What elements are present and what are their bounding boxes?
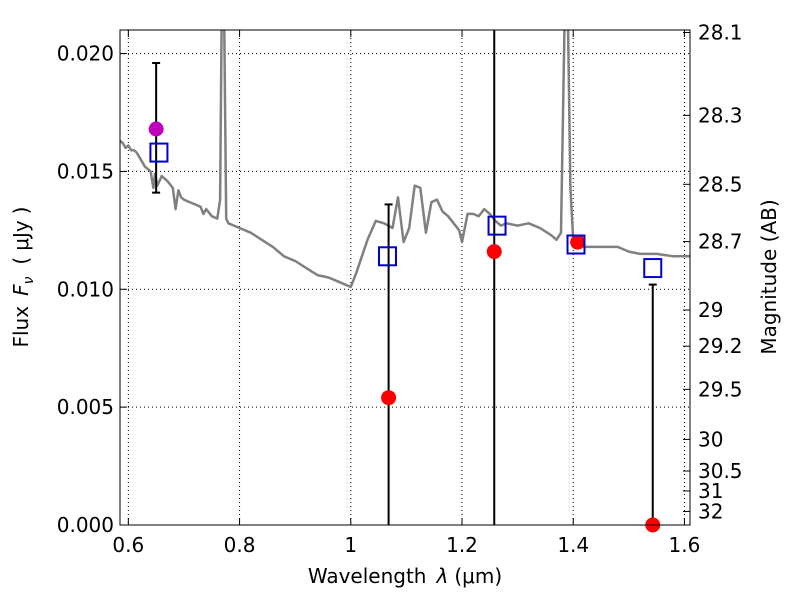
- spectrum-line: [120, 30, 690, 289]
- data-point: [381, 390, 397, 406]
- x-tick-label: 0.8: [224, 533, 256, 557]
- y2-tick-label: 29: [698, 298, 723, 322]
- grid-lines: [120, 30, 690, 526]
- y2-tick-label: 30.5: [698, 459, 743, 483]
- data-point: [377, 246, 397, 267]
- y-tick-label: 0.000: [57, 513, 114, 537]
- data-point: [149, 142, 169, 163]
- x-tick-label: 1.6: [669, 533, 701, 557]
- y-tick-label: 0.010: [57, 277, 114, 301]
- x-axis-ticks: 0.6 0.8 1 1.2 1.4 1.6: [112, 30, 700, 557]
- data-markers: [148, 121, 663, 533]
- y-tick-label: 0.020: [57, 42, 114, 66]
- y2-tick-label: 29.2: [698, 334, 743, 358]
- y2-tick-label: 28.1: [698, 21, 743, 45]
- data-point: [148, 121, 164, 137]
- y2-tick-label: 30: [698, 427, 723, 451]
- y2-tick-label: 29.5: [698, 377, 743, 401]
- plot-frame: [119, 29, 691, 526]
- y-axis-label: FluxFν(μJy): [9, 206, 37, 347]
- error-bars: [152, 30, 657, 525]
- y2-tick-label: 31: [698, 479, 723, 503]
- y2-axis-label: Magnitude (AB): [757, 199, 781, 354]
- y-axis-ticks: 0.000 0.005 0.010 0.015 0.020: [57, 42, 127, 537]
- x-tick-label: 1.4: [557, 533, 589, 557]
- data-point: [643, 258, 663, 279]
- data-point: [566, 234, 586, 255]
- template-spectrum: [120, 30, 690, 289]
- y2-tick-label: 32: [698, 499, 723, 523]
- data-point: [487, 215, 507, 236]
- x-axis-label: Wavelength λ (μm): [308, 564, 502, 588]
- y2-tick-label: 28.5: [698, 172, 743, 196]
- y-tick-label: 0.005: [57, 395, 114, 419]
- x-tick-label: 1.2: [446, 533, 478, 557]
- y2-tick-label: 28.3: [698, 103, 743, 127]
- y-tick-label: 0.015: [57, 159, 114, 183]
- data-point: [486, 244, 502, 260]
- data-point: [570, 234, 586, 250]
- x-tick-label: 1: [344, 533, 357, 557]
- y2-tick-label: 28.7: [698, 230, 743, 254]
- x-tick-label: 0.6: [112, 533, 144, 557]
